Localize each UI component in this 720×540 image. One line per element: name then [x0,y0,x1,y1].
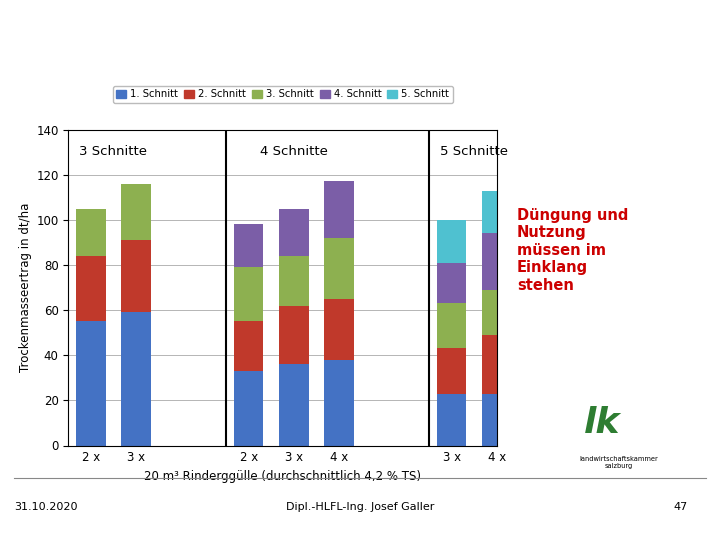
Bar [324,360,354,446]
Bar [279,364,309,445]
Bar [482,233,511,290]
Text: 47: 47 [673,502,688,511]
Bar [437,220,467,263]
Bar [234,267,264,321]
Bar [482,335,511,394]
Bar [234,371,264,446]
Bar [234,225,264,267]
Text: 3 Schnitte: 3 Schnitte [79,145,148,158]
Bar [76,256,106,321]
Bar [437,303,467,348]
Bar [437,263,467,303]
Y-axis label: Trockenmasseertrag in dt/ha: Trockenmasseertrag in dt/ha [19,203,32,372]
Bar [76,321,106,446]
Bar [437,348,467,394]
Text: TM-Ertrag brutto (Ø 1999 – 2008): TM-Ertrag brutto (Ø 1999 – 2008) [18,31,513,58]
Bar [482,290,511,335]
Text: landwirtschaftskammer
salzburg: landwirtschaftskammer salzburg [580,456,659,469]
Text: lk: lk [584,407,620,441]
Bar [279,256,309,306]
Bar [482,394,511,445]
Text: (n. Diepolder, Raschbacher, 2009): (n. Diepolder, Raschbacher, 2009) [18,77,246,91]
Bar [437,394,467,445]
Bar [324,181,354,238]
Text: 4 Schnitte: 4 Schnitte [260,145,328,158]
Bar [279,208,309,256]
Bar [482,191,511,233]
Legend: 1. Schnitt, 2. Schnitt, 3. Schnitt, 4. Schnitt, 5. Schnitt: 1. Schnitt, 2. Schnitt, 3. Schnitt, 4. S… [112,86,453,103]
Bar [76,208,106,256]
Bar [122,312,150,446]
Bar [122,240,150,312]
Bar [122,184,150,240]
Text: Düngung und
Nutzung
müssen im
Einklang
stehen: Düngung und Nutzung müssen im Einklang s… [517,208,629,293]
Bar [324,238,354,299]
Text: Dipl.-HLFL-Ing. Josef Galler: Dipl.-HLFL-Ing. Josef Galler [286,502,434,511]
X-axis label: 20 m³ Rinderggülle (durchschnittlich 4,2 % TS): 20 m³ Rinderggülle (durchschnittlich 4,2… [144,470,421,483]
Bar [324,299,354,360]
Text: 31.10.2020: 31.10.2020 [14,502,78,511]
Bar [279,306,309,365]
Text: 5 Schnitte: 5 Schnitte [440,145,508,158]
Bar [234,321,264,371]
